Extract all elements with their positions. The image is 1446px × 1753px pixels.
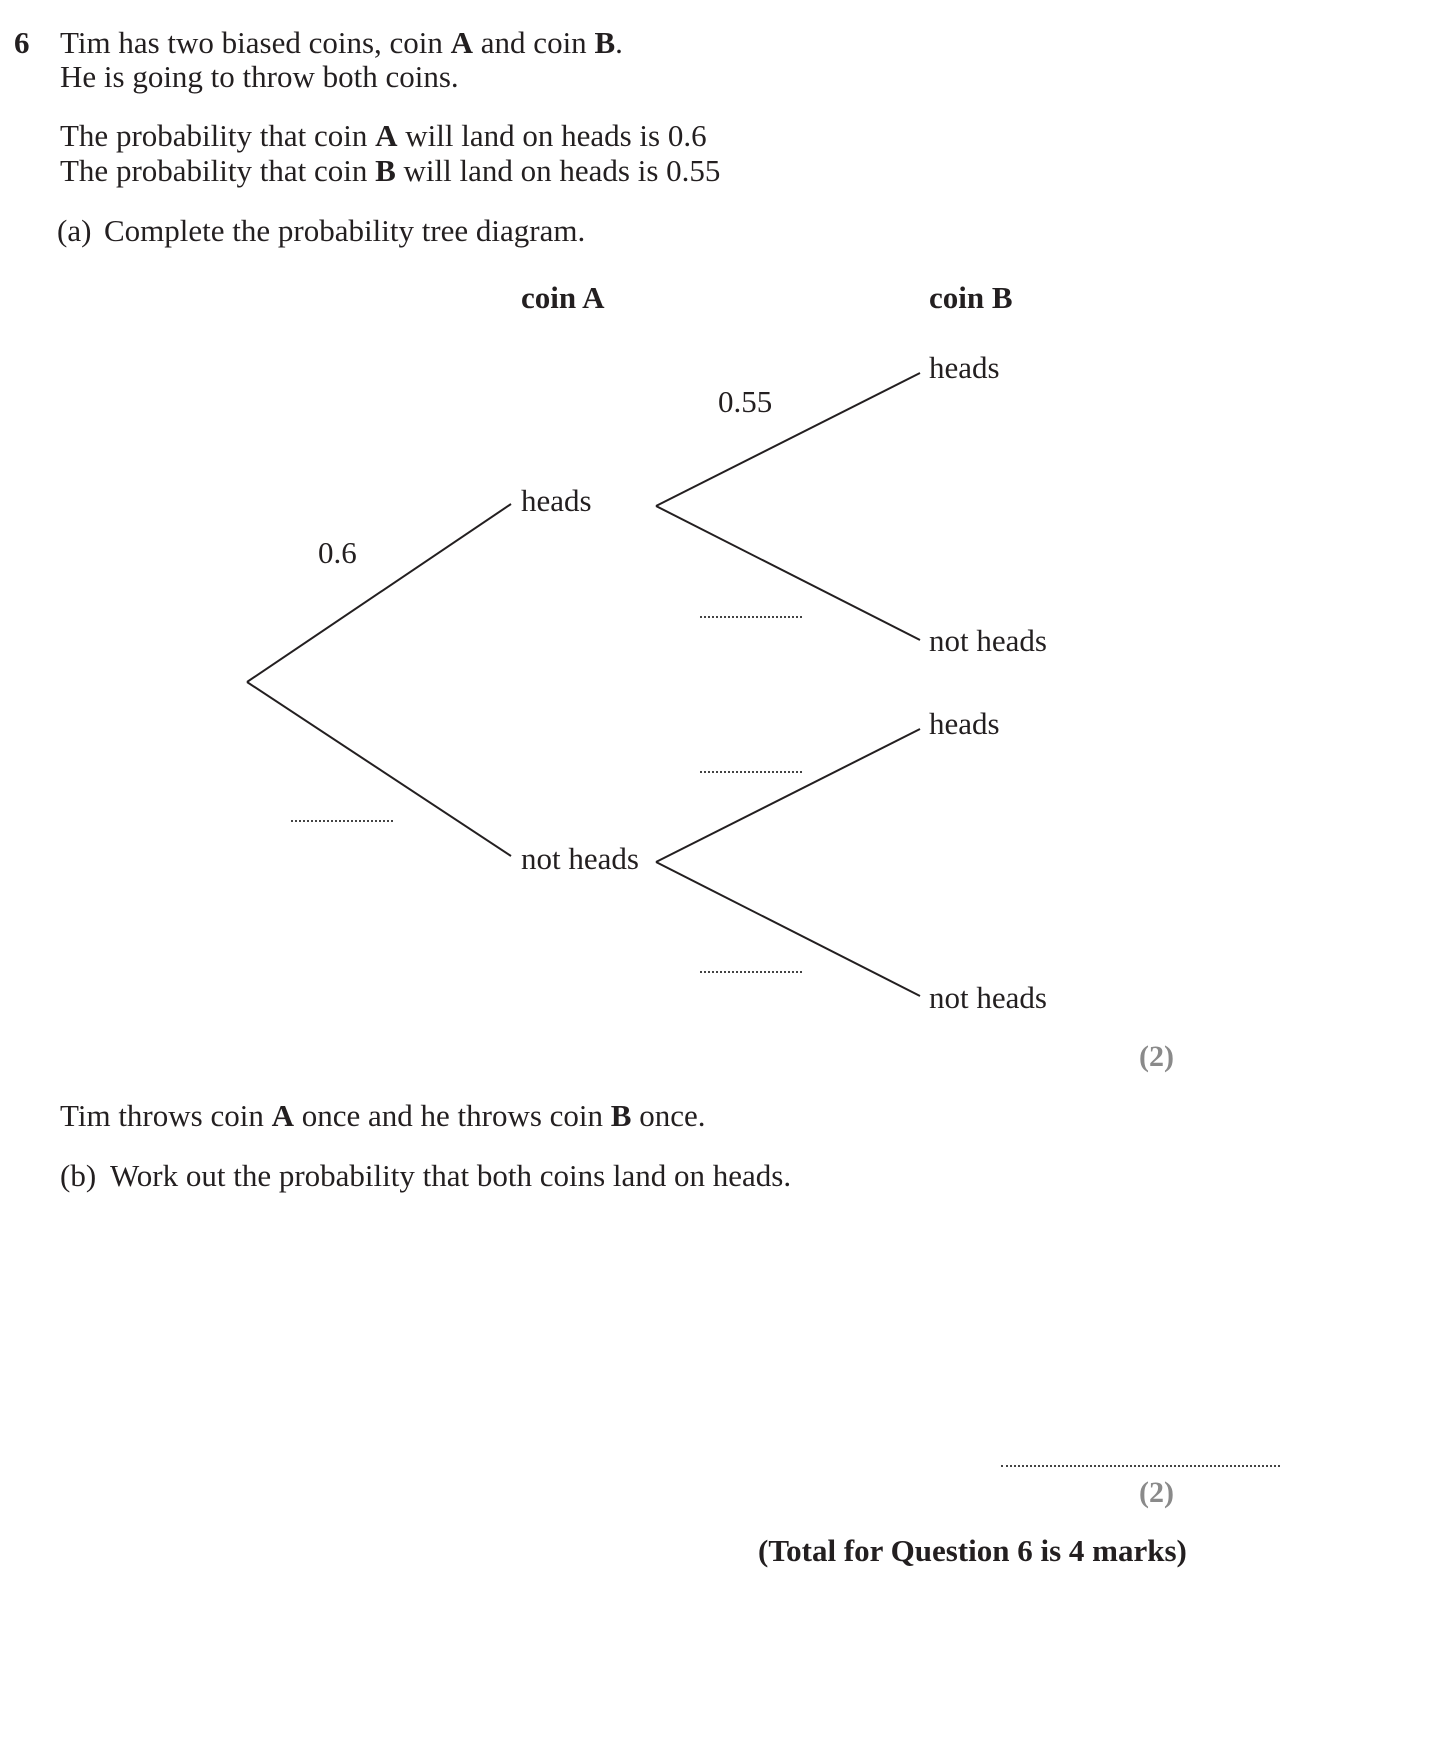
prob-a-statement: The probability that coin A will land on… <box>60 118 707 154</box>
branch-heads-b-heads <box>655 372 921 507</box>
intro-text: and coin <box>473 25 595 60</box>
prob-b-heads-value: 0.55 <box>718 384 773 419</box>
question-total: (Total for Question 6 is 4 marks) <box>758 1533 1187 1568</box>
answer-blank-b-heads-2[interactable] <box>700 771 802 773</box>
coin-b-heads-label-1: heads <box>929 350 1000 385</box>
coin-a-letter: A <box>450 25 474 60</box>
prob-b-statement: The probability that coin B will land on… <box>60 153 720 189</box>
part-a-instruction: Complete the probability tree diagram. <box>104 213 586 248</box>
branch-heads-b-not-heads <box>655 505 921 641</box>
answer-line-part-b[interactable] <box>1001 1465 1280 1467</box>
coin-a-letter: A <box>375 118 398 153</box>
throw-statement: Tim throws coin A once and he throws coi… <box>60 1098 706 1134</box>
question-number: 6 <box>14 25 30 60</box>
answer-blank-b-not-heads-2[interactable] <box>700 971 802 973</box>
answer-blank-a-not-heads[interactable] <box>291 820 393 822</box>
branch-not-heads-b-heads <box>655 728 921 863</box>
statement-text: will land on heads is 0.55 <box>395 153 721 188</box>
branch-not-heads-b-not-heads <box>655 861 921 997</box>
prob-a-heads-value: 0.6 <box>318 535 357 570</box>
tree-header-coin-b: coin B <box>929 280 1013 315</box>
answer-blank-b-not-heads-1[interactable] <box>700 616 802 618</box>
coin-b-letter: B <box>594 25 616 60</box>
branch-a-not-heads <box>246 681 512 857</box>
part-b-label: (b) <box>60 1158 97 1193</box>
part-a-marks: (2) <box>1139 1040 1174 1073</box>
intro-line-2: He is going to throw both coins. <box>60 59 459 94</box>
part-b-instruction: Work out the probability that both coins… <box>110 1158 792 1193</box>
intro-text: Tim has two biased coins, coin <box>60 25 451 60</box>
statement-text: once and he throws coin <box>293 1098 611 1133</box>
statement-text: Tim throws coin <box>60 1098 272 1133</box>
coin-a-not-heads-label: not heads <box>521 841 639 876</box>
coin-a-letter: A <box>271 1098 294 1133</box>
coin-b-heads-label-2: heads <box>929 706 1000 741</box>
coin-b-not-heads-label-2: not heads <box>929 980 1047 1015</box>
part-a-label: (a) <box>57 213 92 248</box>
statement-text: The probability that coin <box>60 153 376 188</box>
statement-text: once. <box>631 1098 706 1133</box>
coin-a-heads-label: heads <box>521 483 592 518</box>
coin-b-not-heads-label-1: not heads <box>929 623 1047 658</box>
statement-text: will land on heads is 0.6 <box>397 118 707 153</box>
coin-b-letter: B <box>375 153 396 188</box>
branch-a-heads <box>246 503 512 683</box>
part-b-marks: (2) <box>1139 1476 1174 1509</box>
tree-header-coin-a: coin A <box>521 280 605 315</box>
coin-b-letter: B <box>610 1098 632 1133</box>
intro-line-1: Tim has two biased coins, coin A and coi… <box>60 25 623 61</box>
intro-text: . <box>615 25 623 60</box>
statement-text: The probability that coin <box>60 118 376 153</box>
